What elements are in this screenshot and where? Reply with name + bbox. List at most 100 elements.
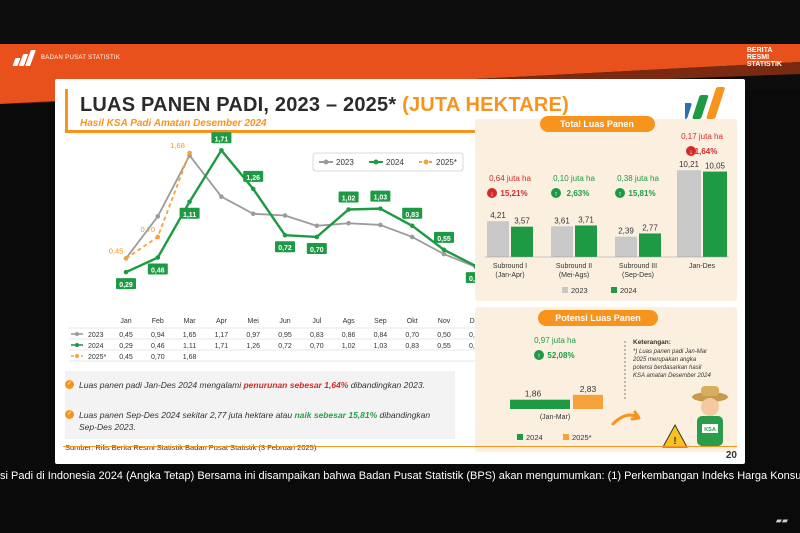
- bar-label-2024: 3,57: [514, 217, 530, 226]
- table-row-label: 2024: [88, 343, 104, 350]
- bar-category-label: Subround I: [493, 263, 527, 270]
- data-label-2025: 1,68: [170, 141, 185, 150]
- series-line-2025p: [125, 152, 191, 260]
- table-row-dot: [75, 354, 79, 358]
- bar-label-2023: 3,61: [554, 216, 570, 225]
- line-chart-table: JanFebMarAprMeiJunJulAgsSepOktNovDes2023…: [69, 318, 491, 362]
- bar-category-label: Jan-Des: [689, 263, 716, 270]
- table-header-cell: Feb: [152, 318, 164, 325]
- table-cell: 0,95: [278, 332, 292, 339]
- total-panel-bg: [475, 119, 737, 301]
- bar-category-label: (Mei-Ags): [559, 272, 589, 279]
- point-2024: [346, 207, 351, 212]
- bar-category-label: Subround III: [619, 263, 657, 270]
- bar-category-label: (Sep-Des): [622, 272, 654, 279]
- table-header-cell: Mar: [184, 318, 197, 325]
- table-cell: 0,94: [151, 332, 165, 339]
- potensi-bar-2025: [573, 394, 603, 409]
- potensi-title: Potensi Luas Panen: [555, 313, 641, 323]
- table-cell: 0,83: [310, 332, 324, 339]
- change-pct: 15,21%: [500, 189, 527, 198]
- point-2023: [409, 234, 415, 240]
- table-cell: 0,29: [119, 343, 133, 350]
- table-cell: 0,45: [119, 332, 133, 339]
- point-2024: [219, 148, 224, 153]
- data-label-2024: 0,83: [405, 212, 419, 219]
- bar-label-2023: 10,21: [679, 160, 700, 169]
- bar-2024: [639, 233, 661, 257]
- point-2023: [378, 222, 383, 228]
- table-cell: 0,72: [278, 343, 292, 350]
- potensi-note-line: 2025 merupakan angka: [632, 357, 697, 363]
- table-header-cell: Jul: [312, 318, 321, 325]
- data-label-2024: 0,29: [119, 282, 133, 289]
- legend-box: [312, 152, 464, 172]
- legend-marker: [423, 159, 429, 165]
- mascot-badge-bg: [702, 424, 718, 433]
- potensi-note-line: KSA amatan Desember 2024: [633, 373, 711, 379]
- farmer-mascot-icon: KSA: [692, 386, 728, 446]
- table-cell: 1,68: [183, 354, 197, 361]
- table-cell: 0,70: [310, 343, 324, 350]
- presentation-slide: LUAS PANEN PADI, 2023 – 2025* (JUTA HEKT…: [55, 79, 745, 464]
- bar-label-2024: 10,05: [705, 162, 726, 171]
- potensi-note-line: *) Luas panen padi Jan-Mar: [633, 349, 708, 355]
- table-cell: 0,97: [246, 332, 260, 339]
- table-cell: 0,83: [405, 343, 419, 350]
- legend-marker: [373, 159, 379, 165]
- data-label-2024-bg: [434, 231, 454, 243]
- table-cell: 1,65: [183, 332, 197, 339]
- bar-label-2023: 2,39: [618, 227, 634, 236]
- total-title: Total Luas Panen: [560, 119, 634, 129]
- potensi-label-2025: 2,83: [580, 384, 597, 394]
- bar-category-label: Subround II: [556, 263, 592, 270]
- total-legend-swatch: [562, 287, 568, 293]
- table-cell: 0,55: [437, 343, 451, 350]
- arrow-glyph: ↑: [537, 353, 541, 360]
- note-2-highlight: naik sebesar 15,81%: [294, 410, 378, 420]
- table-header-cell: Okt: [407, 318, 418, 325]
- data-label-2025: 0,45: [109, 246, 124, 255]
- change-pct: 2,63%: [567, 189, 590, 198]
- table-header-cell: Jun: [279, 318, 290, 325]
- note-1: ✓ Luas panen padi Jan-Des 2024 mengalami…: [65, 379, 439, 391]
- table-header-cell: Nov: [438, 318, 451, 325]
- legend-label: 2025*: [436, 158, 457, 167]
- brs-logo: BERITA RESMI STATISTIK: [747, 47, 782, 68]
- data-label-2024-bg: [116, 278, 136, 290]
- bar-2024: [575, 225, 597, 257]
- charts-canvas: 2023 2024 2025* 0,29 0,46 1,11 1,71 1,26 0,72 0,7…: [69, 116, 737, 452]
- arrow-down-icon: [686, 146, 696, 156]
- bar-2023: [551, 226, 573, 257]
- potensi-change-amount: 0,97 juta ha: [534, 336, 576, 345]
- point-2024: [250, 186, 256, 192]
- total-legend-label: 2023: [571, 286, 588, 295]
- table-cell: 1,71: [215, 343, 229, 350]
- mascot-badge: KSA: [704, 427, 716, 433]
- point-2025p: [155, 234, 161, 240]
- series-line-2023: [125, 153, 477, 268]
- table-row-label: 2023: [88, 332, 104, 339]
- table-header-cell: Mei: [248, 318, 260, 325]
- note-2-text: Luas panen Sep-Des 2024 sekitar 2,77 jut…: [79, 410, 295, 420]
- potensi-bar-2024: [510, 399, 570, 409]
- table-cell: 1,03: [374, 343, 388, 350]
- arrow-down-icon: [487, 188, 497, 198]
- bar-2023: [487, 221, 509, 257]
- table-cell: 0,70: [151, 354, 165, 361]
- potensi-panel-bg: [475, 307, 737, 452]
- table-cell: 0,84: [374, 332, 388, 339]
- title-block: LUAS PANEN PADI, 2023 – 2025* (JUTA HEKT…: [65, 89, 569, 133]
- bar-label-2023: 4,21: [490, 211, 506, 220]
- data-label-2024: 1,02: [342, 195, 356, 202]
- table-cell: 0,46: [151, 343, 165, 350]
- bar-2023: [615, 236, 637, 257]
- table-header-cell: Ags: [343, 318, 356, 325]
- total-legend-swatch: [611, 287, 617, 293]
- table-cell: 0,50: [437, 332, 451, 339]
- brs-line-1: BERITA: [746, 47, 773, 54]
- data-label-2024: 0,72: [278, 245, 292, 252]
- page-number: 20: [725, 450, 737, 461]
- point-2023: [282, 213, 288, 218]
- legend-label: 2023: [336, 158, 354, 167]
